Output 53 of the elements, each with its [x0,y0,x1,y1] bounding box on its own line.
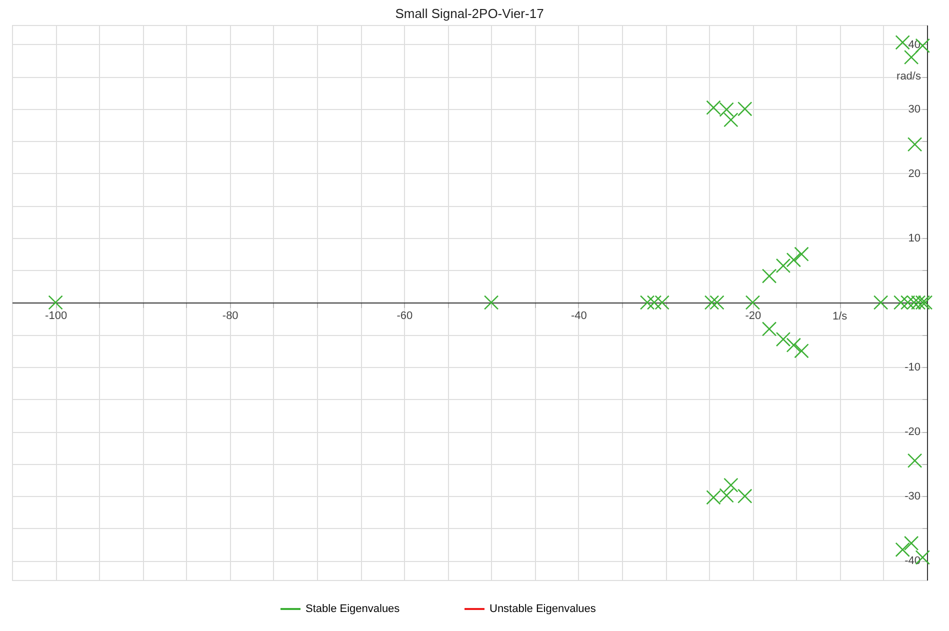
point [762,322,777,336]
point [794,246,809,262]
point [776,332,791,347]
legend-label: Stable Eigenvalues [306,603,400,615]
point [894,295,908,310]
y-tick-label: 30 [908,103,920,116]
point [907,453,922,468]
x-tick-label: -20 [745,310,762,322]
point [904,50,919,65]
point [904,536,919,551]
point [719,488,734,503]
x-tick-label: -60 [396,310,413,322]
point [710,295,724,310]
point [786,338,802,352]
point [738,102,752,116]
point [484,295,499,310]
point [654,295,670,310]
point [646,295,662,310]
chart-title: Small Signal-2PO-Vier-17 [395,6,544,21]
point [915,295,930,310]
x-tick-label: -100 [45,310,68,322]
point [719,102,734,117]
point [724,112,738,128]
point [724,478,738,492]
point [794,344,809,358]
y-tick-label: -10 [904,362,920,374]
point [907,137,922,152]
point [762,268,777,284]
y-tick-label: 10 [908,232,920,244]
point [704,295,720,310]
x-tick-label: -80 [222,310,238,322]
point [906,295,922,310]
x-axis-title: 1/s [832,310,848,322]
y-axis-title: rad/s [896,70,922,83]
point [895,542,910,558]
point [706,490,721,505]
point [640,295,655,310]
point [918,295,933,310]
point [895,35,910,50]
y-tick-label: 20 [908,168,920,180]
x-tick-label: -40 [570,310,587,322]
point [706,100,721,115]
point [873,295,888,310]
point [910,295,926,310]
point [786,252,802,268]
point [738,488,752,504]
point [776,258,791,274]
y-tick-label: -20 [904,426,920,438]
point [745,295,760,310]
y-tick-label: -30 [904,490,920,503]
point [900,295,916,310]
legend-label: Unstable Eigenvalues [490,603,596,615]
point [48,295,63,310]
